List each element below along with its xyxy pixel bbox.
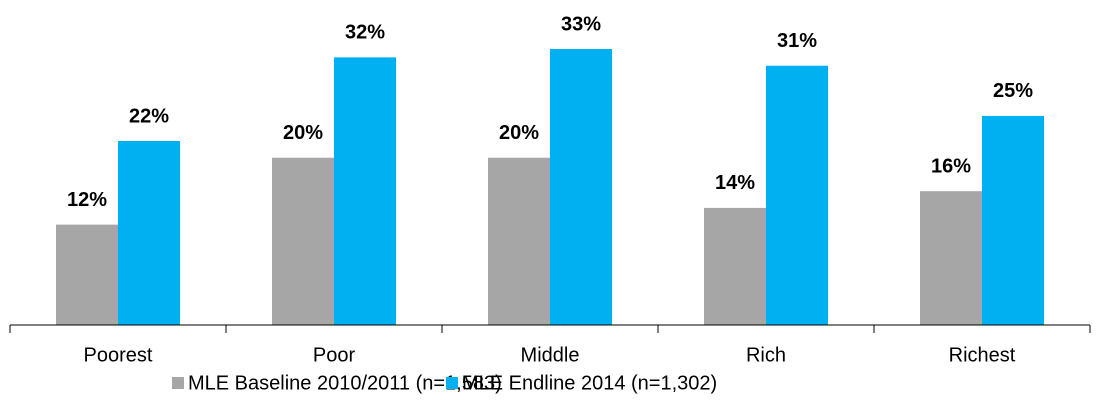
x-tick-label: Rich — [746, 344, 786, 366]
legend-label: MLE Endline 2014 (n=1,302) — [462, 372, 717, 394]
value-label: 20% — [283, 122, 323, 144]
legend-swatch — [446, 377, 458, 389]
value-label: 14% — [715, 172, 755, 194]
x-tick-label: Poorest — [84, 344, 153, 366]
bar — [982, 115, 1044, 325]
bar — [550, 49, 612, 325]
bar — [272, 157, 334, 325]
bar — [488, 157, 550, 325]
bar — [920, 191, 982, 325]
value-label: 22% — [129, 105, 169, 127]
value-label: 25% — [993, 80, 1033, 102]
bar — [56, 224, 118, 325]
value-label: 16% — [931, 155, 971, 177]
x-tick-label: Poor — [313, 344, 356, 366]
legend-label: MLE Baseline 2010/2011 (n=1,583) — [188, 372, 502, 394]
bar — [118, 141, 180, 325]
bar — [704, 207, 766, 325]
x-tick-label: Richest — [949, 344, 1016, 366]
value-label: 33% — [561, 13, 601, 35]
bar — [766, 65, 828, 326]
value-label: 12% — [67, 189, 107, 211]
value-label: 31% — [777, 30, 817, 52]
value-label: 32% — [345, 22, 385, 44]
legend-swatch — [172, 377, 184, 389]
x-tick-label: Middle — [521, 344, 580, 366]
bar — [334, 57, 396, 325]
value-label: 20% — [499, 122, 539, 144]
